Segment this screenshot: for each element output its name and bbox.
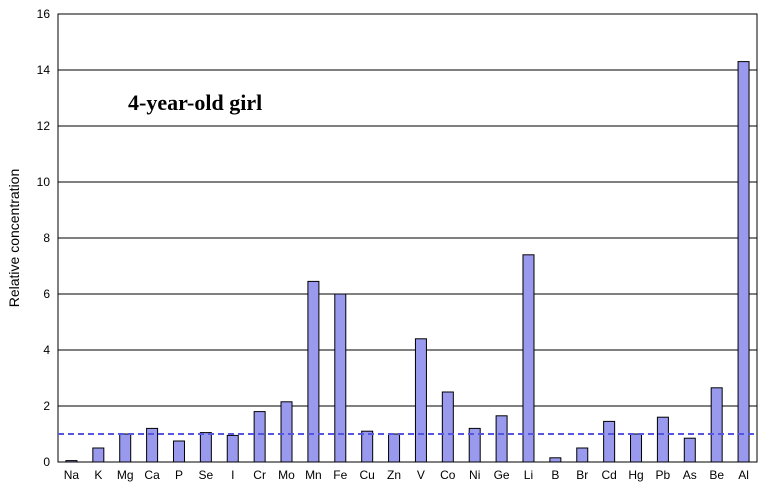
bar-br	[576, 447, 589, 463]
x-tick-label: Co	[440, 468, 456, 482]
bar-be	[710, 387, 723, 463]
x-tick-labels: Na K Mg Ca P Se I Cr Mo Mn Fe Cu Zn V Co Ni Ge Li B Br Cd Hg P…	[64, 468, 749, 482]
x-tick-label: Na	[64, 468, 80, 482]
bar-zn	[388, 433, 401, 463]
x-tick-label: Br	[576, 468, 588, 482]
bar-hg	[630, 433, 643, 463]
x-tick-label: Hg	[628, 468, 643, 482]
bar-mg	[119, 433, 132, 463]
x-tick-label: I	[231, 468, 234, 482]
bar-al	[737, 61, 750, 463]
bar-li	[522, 254, 535, 463]
bar-k	[92, 447, 105, 463]
bar-v	[414, 338, 427, 463]
plot-frame	[57, 13, 758, 463]
x-tick-label: Zn	[387, 468, 401, 482]
x-tick-label: Mn	[305, 468, 322, 482]
bar-cu	[361, 430, 374, 463]
x-tick-label: Ge	[494, 468, 510, 482]
x-tick-label: As	[683, 468, 697, 482]
x-tick-label: Fe	[333, 468, 347, 482]
bar-ge	[495, 415, 508, 463]
x-tick-label: Al	[738, 468, 749, 482]
bar-i	[226, 434, 239, 463]
y-tick-label: 2	[43, 399, 50, 413]
x-tick-label: Ni	[469, 468, 480, 482]
bar-b	[549, 457, 562, 463]
chart-annotation: 4-year-old girl	[128, 90, 262, 115]
x-tick-label: Mg	[117, 468, 134, 482]
x-tick-label: Ca	[144, 468, 160, 482]
bar-as	[683, 437, 696, 463]
x-tick-label: Se	[199, 468, 214, 482]
x-tick-label: V	[417, 468, 425, 482]
x-tick-label: Cr	[253, 468, 266, 482]
x-tick-label: Cd	[601, 468, 616, 482]
y-tick-label: 12	[37, 119, 51, 133]
x-tick-label: Cu	[360, 468, 375, 482]
y-tick-label: 6	[43, 287, 50, 301]
bar-pb	[656, 416, 669, 463]
y-axis-label: Relative concentration	[6, 169, 22, 308]
grid-lines	[58, 69, 757, 407]
y-tick-label: 16	[37, 7, 51, 21]
bar-fe	[334, 293, 347, 463]
y-tick-label: 0	[43, 455, 50, 469]
x-tick-label: P	[175, 468, 183, 482]
bar-se	[199, 432, 212, 463]
y-tick-label: 14	[37, 63, 51, 77]
y-tick-label: 10	[37, 175, 51, 189]
bar-cd	[603, 420, 616, 463]
bar-co	[441, 391, 454, 463]
x-tick-label: Pb	[656, 468, 671, 482]
bar-p	[172, 440, 185, 463]
x-tick-label: K	[94, 468, 102, 482]
bar-cr	[253, 411, 266, 463]
y-tick-label: 8	[43, 231, 50, 245]
y-tick-label: 4	[43, 343, 50, 357]
bar-mo	[280, 401, 293, 463]
x-tick-label: Be	[709, 468, 724, 482]
y-tick-labels: 0 2 4 6 8 10 12 14 16	[37, 7, 51, 469]
x-tick-label: Li	[524, 468, 533, 482]
x-tick-label: Mo	[278, 468, 295, 482]
x-tick-label: B	[551, 468, 559, 482]
bars	[65, 61, 750, 463]
